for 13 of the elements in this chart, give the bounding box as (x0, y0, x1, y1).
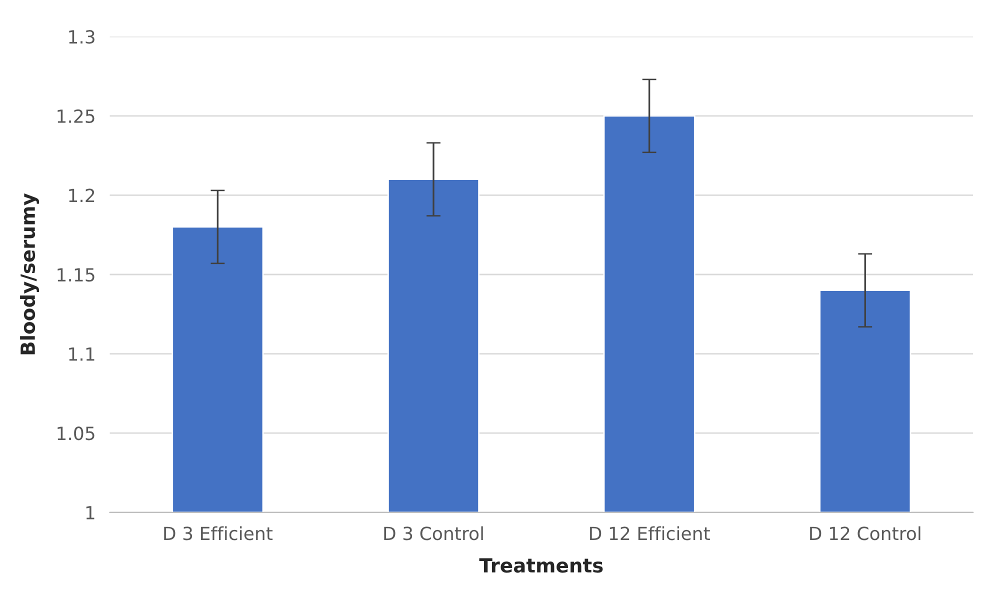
x-tick-label: D 12 Control (810, 526, 920, 540)
y-axis-title: Bloody/serumy (20, 193, 40, 354)
y-tick-label: 1.05 (58, 426, 94, 440)
y-tick-label: 1.15 (58, 268, 94, 282)
y-tick-label: 1.3 (69, 30, 94, 44)
x-tick-label: D 12 Efficient (590, 526, 710, 540)
y-tick-label: 1.25 (58, 109, 94, 124)
y-tick-label: 1 (86, 506, 94, 520)
x-tick-label: D 3 Control (384, 526, 483, 540)
x-tick-label: D 3 Efficient (164, 526, 273, 540)
y-tick-label: 1.2 (69, 188, 94, 202)
y-tick-label: 1.1 (69, 347, 94, 361)
x-axis-title: Treatments (479, 558, 603, 573)
